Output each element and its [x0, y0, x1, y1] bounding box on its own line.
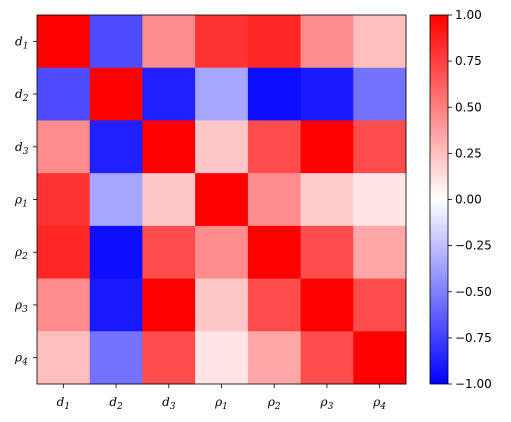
- heatmap-cell: [195, 15, 249, 69]
- heatmap-cell: [89, 225, 143, 280]
- colorbar-tick-label: 0.75: [455, 54, 482, 68]
- heatmap-cell: [353, 67, 407, 121]
- colorbar-tick-label: 0.25: [455, 146, 482, 160]
- heatmap-cell: [37, 173, 91, 227]
- heatmap-cell: [89, 67, 143, 121]
- y-tick-label: ρ3: [14, 298, 28, 315]
- heatmap-cell: [300, 225, 354, 280]
- heatmap-cell: [37, 67, 91, 121]
- y-tick-label: ρ1: [14, 193, 28, 210]
- x-tick-label: d1: [57, 395, 70, 412]
- heatmap-cell: [37, 225, 91, 280]
- colorbar-ticks: 1.00 0.75 0.50 0.25 0.00 −0.25 −0.50 −0.75 −1.00: [448, 8, 492, 391]
- heatmap-cell: [353, 331, 407, 385]
- heatmap-cell: [300, 173, 354, 227]
- y-tick-label: d2: [15, 87, 29, 104]
- heatmap-cell: [37, 120, 91, 174]
- heatmap-cell: [89, 331, 143, 385]
- heatmap-cell: [195, 67, 249, 121]
- heatmap-cell: [195, 120, 249, 174]
- x-axis-ticks: d1 d2 d3 ρ1 ρ2 ρ3 ρ4: [57, 384, 386, 412]
- colorbar-tick-label: 0.00: [455, 193, 482, 207]
- heatmap-cells: [37, 15, 407, 385]
- x-tick-label: ρ1: [214, 395, 228, 412]
- heatmap-cell: [142, 173, 196, 227]
- heatmap-cell: [353, 120, 407, 174]
- colorbar-tick-label: 0.50: [455, 100, 482, 114]
- x-tick-label: ρ4: [372, 395, 386, 412]
- heatmap-cell: [247, 15, 302, 69]
- heatmap-cell: [353, 225, 407, 280]
- heatmap-cell: [142, 225, 196, 280]
- heatmap-cell: [195, 173, 249, 227]
- heatmap-cell: [247, 331, 302, 385]
- x-tick-label: ρ2: [267, 395, 281, 412]
- x-tick-label: d3: [162, 395, 176, 412]
- heatmap-cell: [300, 120, 354, 174]
- heatmap-cell: [142, 278, 196, 332]
- heatmap-cell: [142, 15, 196, 69]
- x-tick-label: d2: [109, 395, 123, 412]
- colorbar-tick-label: −0.50: [455, 285, 492, 299]
- heatmap-cell: [247, 278, 302, 332]
- colorbar-tick-label: 1.00: [455, 8, 482, 22]
- y-tick-label: ρ4: [14, 351, 28, 368]
- colorbar: [429, 14, 449, 385]
- heatmap-cell: [142, 331, 196, 385]
- heatmap-cell: [37, 331, 91, 385]
- heatmap-cell: [300, 331, 354, 385]
- heatmap-cell: [353, 15, 407, 69]
- heatmap-cell: [195, 278, 249, 332]
- colorbar-tick-label: −0.25: [455, 239, 492, 253]
- heatmap-cell: [195, 331, 249, 385]
- heatmap-cell: [89, 278, 143, 332]
- heatmap-cell: [353, 278, 407, 332]
- heatmap-cell: [142, 67, 196, 121]
- y-tick-label: ρ2: [14, 245, 28, 262]
- heatmap-cell: [247, 120, 302, 174]
- colorbar-tick-label: −0.75: [455, 331, 492, 345]
- heatmap-cell: [300, 278, 354, 332]
- heatmap-cell: [353, 173, 407, 227]
- x-tick-label: ρ3: [320, 395, 334, 412]
- y-tick-label: d3: [15, 140, 29, 157]
- heatmap-cell: [89, 173, 143, 227]
- colorbar-tick-label: −1.00: [455, 377, 492, 391]
- heatmap-cell: [300, 15, 354, 69]
- heatmap-cell: [247, 225, 302, 280]
- heatmap-cell: [195, 225, 249, 280]
- heatmap-cell: [247, 67, 302, 121]
- heatmap-cell: [247, 173, 302, 227]
- y-axis-ticks: d1 d2 d3 ρ1 ρ2 ρ3 ρ4: [14, 34, 37, 368]
- heatmap-cell: [89, 15, 143, 69]
- y-tick-label: d1: [15, 34, 28, 51]
- heatmap-cell: [37, 15, 91, 69]
- heatmap-cell: [300, 67, 354, 121]
- heatmap-cell: [142, 120, 196, 174]
- heatmap-cell: [37, 278, 91, 332]
- heatmap-cell: [89, 120, 143, 174]
